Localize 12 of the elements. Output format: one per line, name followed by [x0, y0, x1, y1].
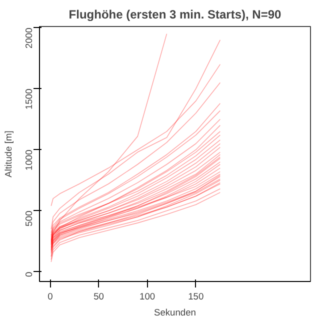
y-tick-label: 1500 [24, 88, 34, 110]
y-tick-label: 1000 [24, 150, 34, 170]
x-tick-label: 150 [188, 292, 204, 302]
y-tick-label: 0 [24, 272, 34, 277]
chart-title: Flughöhe (ersten 3 min. Starts), N=90 [68, 8, 282, 22]
y-axis-title: Altitude [m] [4, 130, 14, 178]
x-tick-label: 0 [48, 292, 53, 302]
x-tick-label: 100 [140, 292, 156, 302]
y-tick-label: 500 [24, 210, 34, 226]
x-axis-title: Sekunden [154, 308, 196, 318]
y-tick-label: 2000 [24, 28, 34, 48]
x-tick-label: 50 [94, 292, 104, 302]
